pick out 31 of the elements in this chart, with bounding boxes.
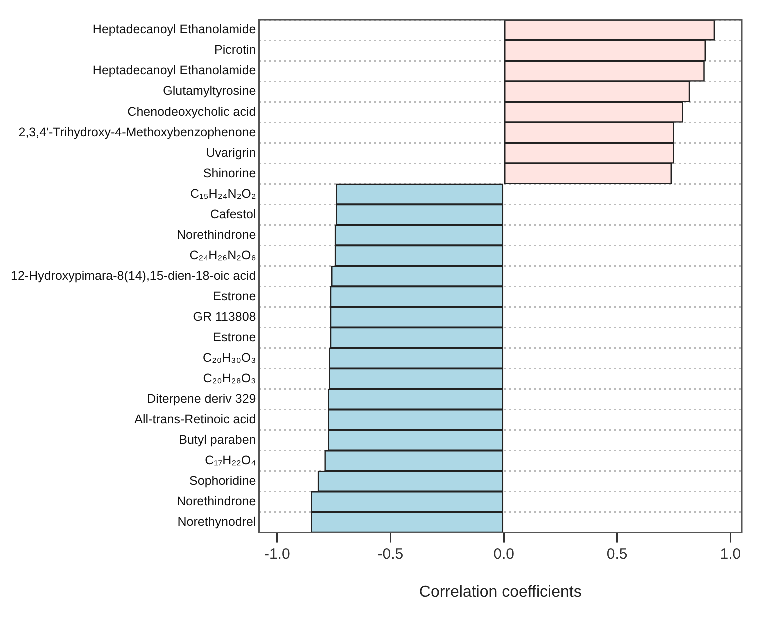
y-tick-label: Glutamyltyrosine — [163, 84, 256, 98]
y-tick-label: Uvarigrin — [206, 146, 256, 160]
y-tick-label: C₁₅H₂₄N₂O₂ — [190, 186, 256, 201]
y-tick-label: C₁₇H₂₂O₄ — [205, 453, 256, 468]
y-tick-label: GR 113808 — [193, 310, 256, 324]
x-tick-label: 0.5 — [606, 546, 628, 563]
y-tick-label: Butyl paraben — [179, 432, 256, 447]
x-tick-label: -1.0 — [264, 546, 290, 563]
y-tick-label: Norethindrone — [177, 494, 256, 508]
y-tick-label: 12-Hydroxypimara-8(14),15-dien-18-oic acid — [10, 268, 256, 283]
y-tick-label: C₂₄H₂₆N₂O₆ — [190, 248, 256, 262]
y-tick-label: C₂₀H₂₈O₃ — [203, 371, 256, 386]
y-tick-label: Diterpene deriv 329 — [147, 392, 256, 406]
y-tick-label: Heptadecanoyl Ethanolamide — [92, 64, 256, 78]
x-tick-label: 1.0 — [720, 546, 742, 563]
y-tick-label: Sophoridine — [190, 474, 256, 488]
x-axis-title: Correlation coefficients — [419, 584, 582, 601]
y-tick-label: Shinorine — [203, 166, 256, 180]
y-tick-label: Estrone — [213, 330, 256, 344]
y-tick-label: Chenodeoxycholic acid — [128, 104, 256, 119]
y-tick-label: Heptadecanoyl Ethanolamide — [92, 22, 256, 37]
y-tick-label: Norethynodrel — [178, 514, 256, 529]
y-tick-label: Picrotin — [214, 43, 256, 58]
x-tick-label: -0.5 — [378, 546, 404, 563]
y-tick-label: All-trans-Retinoic acid — [134, 412, 256, 426]
y-tick-label: Cafestol — [210, 207, 256, 222]
y-tick-label: Estrone — [213, 289, 256, 304]
x-tick-label: 0.0 — [494, 546, 514, 563]
y-tick-label: C₂₀H₃₀O₃ — [203, 350, 256, 365]
y-tick-label: Norethindrone — [177, 228, 256, 242]
y-tick-label: 2,3,4'-Trihydroxy-4-Methoxybenzophenone — [18, 125, 256, 140]
